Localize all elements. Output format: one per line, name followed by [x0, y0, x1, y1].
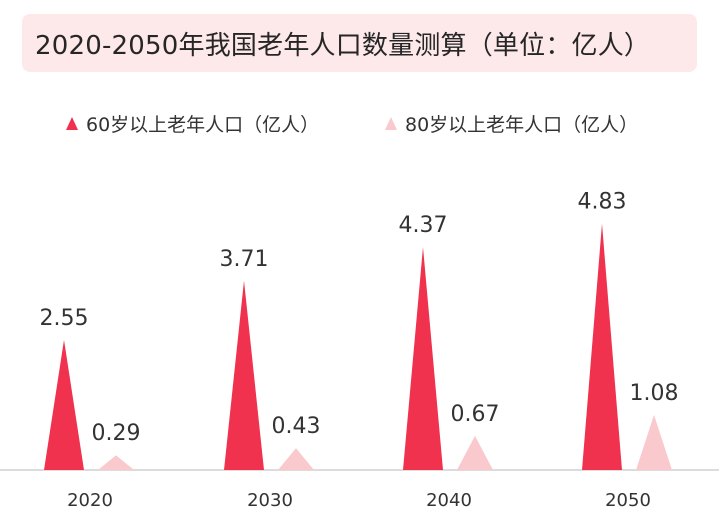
x-tick-label-2030: 2030	[247, 490, 293, 511]
data-label-60-2030: 3.71	[220, 247, 269, 272]
legend-label-60: 60岁以上老年人口（亿人）	[86, 114, 320, 136]
chart-title: 2020-2050年我国老年人口数量测算（单位：亿人）	[35, 30, 651, 61]
x-tick-label-2020: 2020	[67, 490, 113, 511]
data-label-60-2040: 4.37	[399, 213, 448, 238]
title-banner: 2020-2050年我国老年人口数量测算（单位：亿人）	[22, 14, 697, 72]
data-label-80-2040: 0.67	[451, 402, 500, 427]
bar-60-2040	[403, 247, 443, 470]
bar-60-2030	[224, 280, 264, 470]
data-label-80-2050: 1.08	[630, 381, 679, 406]
bar-80-2030	[278, 448, 314, 470]
bar-80-2050	[636, 414, 672, 470]
legend-label-80: 80岁以上老年人口（亿人）	[405, 114, 639, 136]
legend-marker-60-icon	[66, 117, 78, 130]
legend-item-60: 60岁以上老年人口（亿人）	[66, 110, 319, 137]
data-label-60-2050: 4.83	[578, 190, 627, 215]
data-label-60-2020: 2.55	[40, 306, 89, 331]
bar-60-2050	[582, 223, 622, 470]
data-label-80-2030: 0.43	[272, 414, 321, 439]
legend: 60岁以上老年人口（亿人） 80岁以上老年人口（亿人）	[0, 110, 719, 140]
legend-item-80: 80岁以上老年人口（亿人）	[385, 110, 638, 137]
data-label-80-2020: 0.29	[92, 421, 141, 446]
bar-80-2040	[457, 435, 493, 470]
bar-60-2020	[44, 339, 84, 470]
x-tick-label-2050: 2050	[605, 490, 651, 511]
legend-marker-80-icon	[385, 117, 397, 130]
x-tick-label-2040: 2040	[426, 490, 472, 511]
bar-80-2020	[98, 455, 134, 470]
